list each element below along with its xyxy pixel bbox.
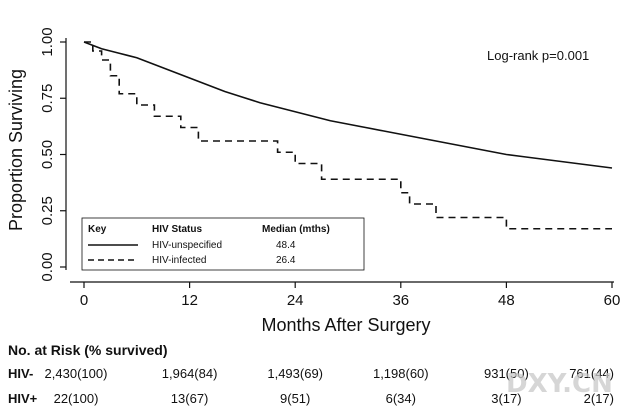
legend-header-median: Median (mths) [262, 224, 330, 235]
y-tick-label: 0.25 [39, 196, 56, 225]
x-tick-label: 36 [392, 292, 409, 309]
legend-status-1: HIV-infected [152, 255, 206, 266]
risk-cell: 1,493(69) [267, 366, 323, 381]
risk-cell: 9(51) [280, 391, 310, 406]
x-tick-label: 48 [498, 292, 515, 309]
x-tick-label: 12 [181, 292, 198, 309]
log-rank-annotation: Log-rank p=0.001 [487, 48, 589, 63]
x-tick-label: 24 [287, 292, 304, 309]
y-tick-label: 1.00 [39, 27, 56, 56]
risk-cell: 13(67) [171, 391, 209, 406]
risk-cell: 22(100) [54, 391, 99, 406]
legend-status-0: HIV-unspecified [152, 240, 222, 251]
y-tick-label: 0.50 [39, 140, 56, 169]
risk-table-title: No. at Risk (% survived) [8, 342, 168, 358]
watermark: DXY.CN [506, 369, 613, 399]
x-axis-title: Months After Surgery [261, 315, 430, 335]
legend-median-0: 48.4 [276, 240, 296, 251]
x-tick-label: 0 [80, 292, 88, 309]
y-tick-label: 0.00 [39, 252, 56, 281]
x-ticks: 0 12 24 36 48 60 [80, 282, 621, 309]
risk-cell: 2,430(100) [45, 366, 108, 381]
risk-cell: 3(17) [491, 391, 521, 406]
series-line-hiv-infected [84, 41, 612, 230]
risk-cell: 931(50) [484, 366, 529, 381]
legend-box: Key HIV Status Median (mths) HIV-unspeci… [81, 217, 365, 271]
risk-cell: 1,198(60) [373, 366, 429, 381]
risk-cell: 761(44) [569, 366, 614, 381]
series-layer [83, 41, 613, 230]
x-tick-label: 60 [604, 292, 621, 309]
y-ticks: 0.00 0.25 0.50 0.75 1.00 [39, 27, 66, 282]
risk-table: HIV- 2,430(100) 1,964(84) 1,493(69) 1,198(60… [8, 366, 614, 406]
legend-median-1: 26.4 [276, 255, 296, 266]
series-line-hiv-unspecified [83, 41, 613, 169]
legend-header-key: Key [88, 224, 107, 235]
y-tick-label: 0.75 [39, 84, 56, 113]
risk-cell: 6(34) [386, 391, 416, 406]
risk-row-label: HIV- [8, 366, 33, 381]
y-axis-title: Proportion Surviving [6, 69, 26, 231]
legend-frame [81, 217, 365, 271]
risk-cell: 1,964(84) [162, 366, 218, 381]
risk-row-label: HIV+ [8, 391, 38, 406]
risk-cell: 2(17) [584, 391, 614, 406]
legend-header-status: HIV Status [152, 224, 202, 235]
